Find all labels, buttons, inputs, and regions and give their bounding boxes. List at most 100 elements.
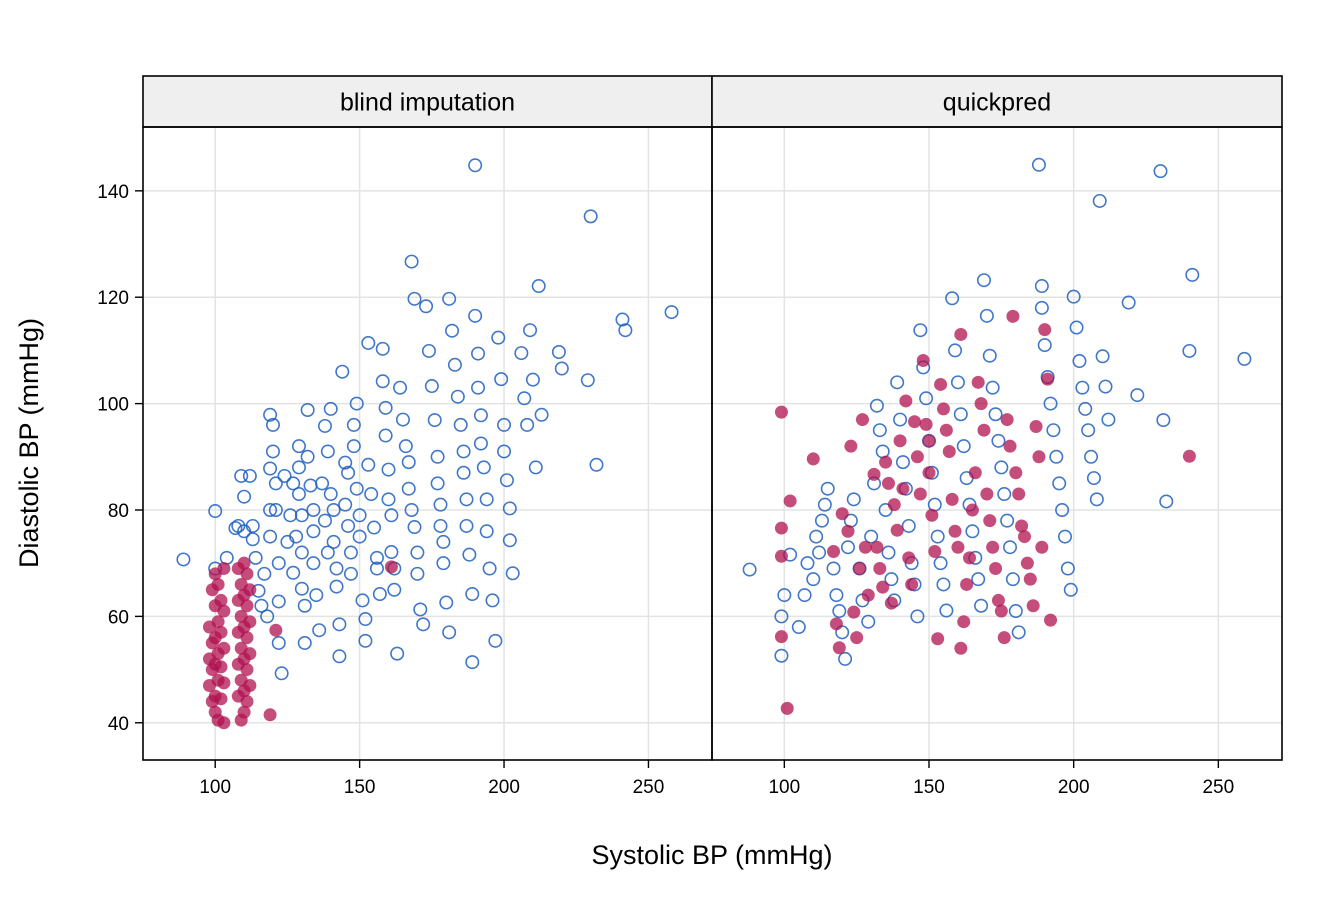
x-tick-label: 250	[633, 777, 665, 798]
imputed-point	[870, 540, 884, 554]
imputed-point	[1023, 572, 1037, 586]
observed-point	[774, 648, 789, 663]
observed-point	[286, 476, 301, 491]
imputed-point	[893, 434, 907, 448]
observed-point	[1060, 561, 1075, 576]
observed-point	[1101, 412, 1116, 427]
observed-point	[361, 335, 376, 350]
observed-point	[263, 407, 278, 422]
imputed-point	[887, 498, 901, 512]
observed-point	[453, 417, 468, 432]
observed-point	[265, 444, 280, 459]
imputed-point	[994, 604, 1008, 618]
observed-point	[398, 439, 413, 454]
observed-point	[450, 389, 465, 404]
x-tick-label: 200	[1058, 777, 1090, 798]
observed-point	[1034, 300, 1049, 315]
observed-point	[1003, 540, 1018, 555]
observed-point	[971, 572, 986, 587]
imputed-point	[963, 551, 977, 565]
observed-point	[274, 666, 289, 681]
observed-point	[893, 412, 908, 427]
observed-point	[742, 562, 757, 577]
imputed-point	[896, 482, 910, 496]
imputed-point	[873, 562, 887, 576]
observed-point	[872, 423, 887, 438]
observed-point	[1089, 492, 1104, 507]
observed-point	[806, 572, 821, 587]
observed-point	[419, 299, 434, 314]
observed-point	[456, 465, 471, 480]
imputed-point	[774, 405, 788, 419]
imputed-point	[1041, 372, 1055, 386]
observed-point	[416, 617, 431, 632]
imputed-point	[879, 455, 893, 469]
observed-point	[838, 651, 853, 666]
observed-point	[381, 462, 396, 477]
observed-point	[1159, 494, 1174, 509]
y-tick-label: 100	[97, 395, 129, 416]
observed-point	[459, 492, 474, 507]
observed-point	[520, 417, 535, 432]
observed-point	[1043, 396, 1058, 411]
observed-point	[433, 518, 448, 533]
observed-point	[471, 380, 486, 395]
observed-point	[1237, 351, 1252, 366]
observed-point	[430, 476, 445, 491]
x-tick-label: 150	[344, 777, 376, 798]
observed-point	[297, 598, 312, 613]
observed-point	[982, 348, 997, 363]
observed-point	[424, 379, 439, 394]
observed-point	[881, 545, 896, 560]
observed-point	[901, 518, 916, 533]
observed-point	[583, 209, 598, 224]
imputed-point	[968, 466, 982, 480]
observed-point	[910, 609, 925, 624]
imputed-point	[934, 377, 948, 391]
y-tick-label: 40	[108, 714, 129, 735]
observed-point	[329, 561, 344, 576]
imputed-point	[240, 631, 254, 645]
observed-point	[890, 375, 905, 390]
imputed-point	[965, 503, 979, 517]
observed-point	[1153, 164, 1168, 179]
observed-point	[390, 646, 405, 661]
imputed-point	[983, 514, 997, 528]
imputed-point	[237, 705, 251, 719]
observed-point	[502, 533, 517, 548]
observed-point	[1031, 157, 1046, 172]
observed-point	[1078, 401, 1093, 416]
imputed-point	[960, 577, 974, 591]
observed-point	[367, 520, 382, 535]
imputed-point	[989, 562, 1003, 576]
observed-point	[473, 436, 488, 451]
imputed-point	[1006, 309, 1020, 323]
imputed-point	[783, 494, 797, 508]
observed-point	[237, 489, 252, 504]
observed-point	[395, 412, 410, 427]
observed-point	[933, 556, 948, 571]
observed-point	[869, 398, 884, 413]
observed-point	[1086, 471, 1101, 486]
observed-point	[427, 413, 442, 428]
observed-point	[309, 588, 324, 603]
observed-point	[384, 508, 399, 523]
observed-point	[1011, 625, 1026, 640]
observed-point	[381, 492, 396, 507]
imputed-point	[211, 577, 225, 591]
imputed-point	[884, 596, 898, 610]
observed-point	[245, 532, 260, 547]
observed-point	[326, 502, 341, 517]
observed-point	[953, 407, 968, 422]
observed-point	[442, 291, 457, 306]
observed-point	[618, 323, 633, 338]
imputed-point	[237, 556, 251, 570]
observed-point	[1081, 423, 1096, 438]
observed-point	[263, 502, 278, 517]
observed-point	[479, 492, 494, 507]
observed-point	[317, 418, 332, 433]
frame-layer: blind imputation quickpred	[142, 75, 1283, 761]
observed-point	[407, 291, 422, 306]
observed-point	[410, 545, 425, 560]
observed-point	[378, 428, 393, 443]
